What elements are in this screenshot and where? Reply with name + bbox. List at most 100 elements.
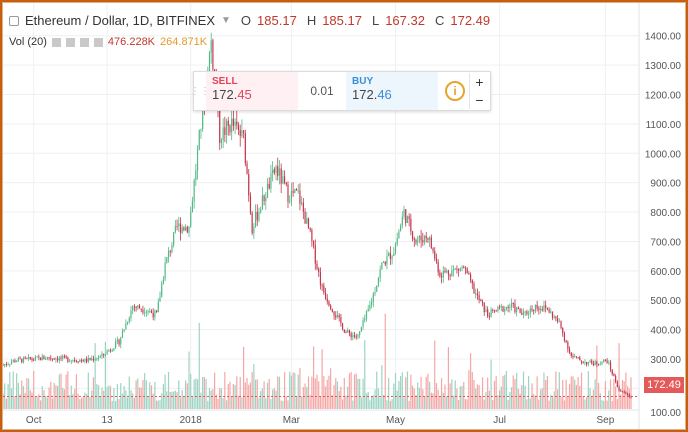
volume-bar <box>16 373 18 409</box>
volume-bar <box>601 400 603 409</box>
zoom-in-button[interactable]: + <box>469 73 489 91</box>
volume-bar <box>135 380 137 409</box>
x-tick-label: May <box>386 415 405 426</box>
candle-body <box>528 313 530 315</box>
candle-body <box>24 357 26 359</box>
candle-body <box>171 245 173 252</box>
volume-bar <box>478 385 480 409</box>
candle-body <box>48 357 50 359</box>
time-axis[interactable]: Oct 13 2018 Mar May Jul Sep <box>3 409 639 426</box>
volume-bar <box>623 381 625 409</box>
volume-bar <box>553 391 555 409</box>
candle-body <box>505 306 508 309</box>
volume-bar <box>519 393 521 409</box>
candle-body <box>353 335 356 337</box>
volume-bar <box>357 378 359 409</box>
volume-bar <box>609 379 612 409</box>
volume-bar <box>539 389 542 409</box>
volume-bar <box>292 372 294 409</box>
dropdown-chevron-icon[interactable]: ▼ <box>221 15 231 26</box>
candle-body <box>109 350 112 352</box>
candle-body <box>202 102 204 130</box>
volume-bar <box>171 391 173 409</box>
volume-bar <box>533 394 535 409</box>
info-button[interactable]: i <box>438 72 472 110</box>
candle-body <box>14 360 16 362</box>
eye-icon[interactable] <box>51 37 61 47</box>
volume-bar <box>471 371 473 409</box>
candle-body <box>38 356 40 358</box>
volume-bar <box>350 371 352 409</box>
candle-body <box>485 309 487 312</box>
volume-bar <box>17 382 19 409</box>
candle-body <box>179 223 182 233</box>
candle-body <box>615 376 617 382</box>
volume-bar <box>75 374 77 409</box>
candle-body <box>115 341 117 349</box>
volume-bar <box>24 393 26 409</box>
candle-body <box>248 174 250 196</box>
candle-body <box>51 358 54 360</box>
candle-body <box>352 335 354 338</box>
candle-body <box>50 358 52 360</box>
candle-body <box>338 315 340 318</box>
volume-bar <box>417 382 419 409</box>
more-icon[interactable] <box>93 37 103 47</box>
volume-bar <box>43 390 45 409</box>
candle-body <box>65 356 67 358</box>
buy-button[interactable]: BUY 172.46 <box>346 72 438 110</box>
candle-body <box>519 308 521 313</box>
volume-bar <box>311 376 313 409</box>
volume-bar <box>302 387 304 409</box>
sell-button[interactable]: SELL 172.45 <box>206 72 298 110</box>
sell-label: SELL <box>212 76 238 87</box>
volume-bar <box>97 385 100 409</box>
volume-bar <box>434 340 436 409</box>
buy-price: 172.46 <box>352 87 392 102</box>
volume-bar <box>389 400 391 409</box>
volume-bar <box>51 398 54 409</box>
candle-body <box>45 358 47 360</box>
volume-bar <box>517 388 519 409</box>
candle-body <box>464 268 467 270</box>
drag-handle-icon[interactable]: ⋮⋮ <box>190 85 210 97</box>
volume-bar <box>526 399 528 409</box>
settings-icon[interactable] <box>65 37 75 47</box>
candle-body <box>623 391 625 393</box>
candle-body <box>224 127 226 135</box>
candle-body <box>133 306 136 308</box>
candle-body <box>533 310 535 312</box>
candle-body <box>200 129 202 131</box>
candle-body <box>458 268 460 271</box>
price-axis[interactable]: 200.00300.00400.00500.00600.00700.00800.… <box>638 3 682 429</box>
candle-body <box>86 358 88 362</box>
volume-bar <box>473 380 475 409</box>
candle-body <box>340 317 342 324</box>
candle-body <box>4 364 6 366</box>
volume-bar <box>108 385 110 409</box>
volume-bar <box>193 379 195 409</box>
volume-bar <box>440 378 443 409</box>
volume-bar <box>528 376 530 409</box>
candle-body <box>444 270 446 273</box>
close-value: 172.49 <box>450 13 491 28</box>
volume-bar <box>413 388 415 409</box>
candle-body <box>309 228 311 230</box>
volume-bar <box>273 388 275 409</box>
price-chart[interactable]: 200.00300.00400.00500.00600.00700.00800.… <box>3 3 685 429</box>
volume-bar <box>22 386 25 409</box>
series-toggle-icon[interactable] <box>9 15 19 26</box>
y-tick-label: 1000.00 <box>645 149 682 160</box>
zoom-out-button[interactable]: − <box>469 91 489 109</box>
candle-body <box>154 310 156 318</box>
volume-bar <box>516 372 518 409</box>
candle-body <box>241 130 243 137</box>
volume-bar <box>451 379 453 409</box>
volume-bar <box>82 397 84 409</box>
volume-bar <box>101 387 103 409</box>
volume-bar <box>514 379 516 409</box>
volume-bar <box>232 384 234 409</box>
close-icon[interactable] <box>79 37 89 47</box>
volume-bar <box>382 394 385 409</box>
candle-body <box>500 306 502 308</box>
